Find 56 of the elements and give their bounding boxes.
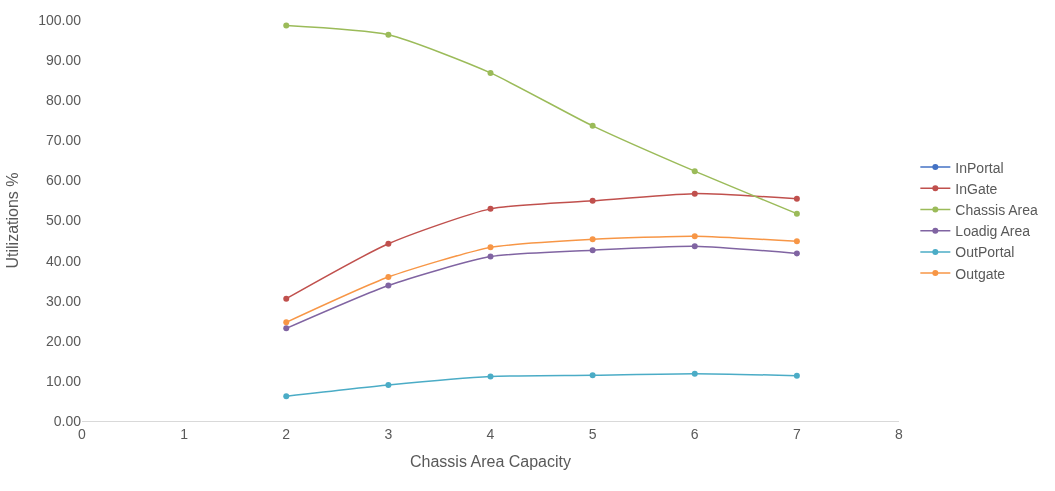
point bbox=[487, 253, 494, 260]
x-tick-label: 4 bbox=[486, 425, 495, 442]
y-tick-label: 50.00 bbox=[45, 212, 82, 229]
y-tick-label: 10.00 bbox=[45, 372, 82, 389]
legend-label: InGate bbox=[955, 180, 998, 197]
point bbox=[385, 31, 392, 38]
x-tick-label: 6 bbox=[690, 425, 699, 442]
legend-label: OutPortal bbox=[955, 244, 1015, 261]
point bbox=[283, 393, 290, 400]
point bbox=[589, 197, 596, 204]
y-tick-label: 30.00 bbox=[45, 292, 82, 309]
point bbox=[385, 240, 392, 247]
point bbox=[793, 372, 800, 379]
legend-label: Chassis Area bbox=[955, 201, 1039, 218]
y-tick-label: 60.00 bbox=[45, 172, 82, 189]
point bbox=[589, 372, 596, 379]
point bbox=[487, 244, 494, 251]
point bbox=[385, 381, 392, 388]
x-tick-label: 7 bbox=[792, 425, 801, 442]
legend-label: Loadig Area bbox=[955, 223, 1031, 240]
x-tick-label: 2 bbox=[282, 425, 291, 442]
x-tick-label: 5 bbox=[588, 425, 597, 442]
x-tick-label: 1 bbox=[180, 425, 189, 442]
point bbox=[589, 236, 596, 243]
x-axis-title: Chassis Area Capacity bbox=[410, 453, 571, 471]
x-tick-label: 3 bbox=[384, 425, 393, 442]
point bbox=[589, 247, 596, 254]
point bbox=[691, 190, 698, 197]
point bbox=[283, 325, 290, 332]
point bbox=[385, 282, 392, 289]
y-tick-label: 20.00 bbox=[45, 332, 82, 349]
point bbox=[691, 370, 698, 377]
point bbox=[385, 274, 392, 281]
point bbox=[487, 69, 494, 76]
point bbox=[793, 250, 800, 257]
point bbox=[283, 295, 290, 302]
y-tick-label: 90.00 bbox=[45, 52, 82, 68]
x-tick-label: 8 bbox=[895, 425, 904, 442]
point bbox=[793, 195, 800, 202]
y-tick-label: 40.00 bbox=[45, 252, 82, 269]
point bbox=[691, 243, 698, 250]
point bbox=[283, 22, 290, 29]
point bbox=[691, 233, 698, 240]
y-tick-label: 80.00 bbox=[45, 92, 82, 109]
legend-label: Outgate bbox=[955, 265, 1006, 282]
point bbox=[793, 210, 800, 217]
point bbox=[283, 319, 290, 326]
y-tick-label: 100.00 bbox=[38, 11, 82, 28]
legend-label: InPortal bbox=[955, 159, 1004, 176]
point bbox=[793, 238, 800, 245]
point bbox=[589, 122, 596, 129]
y-axis-title: Utilizations % bbox=[4, 172, 22, 269]
point bbox=[691, 168, 698, 175]
y-tick-label: 70.00 bbox=[45, 132, 82, 149]
point bbox=[487, 205, 494, 212]
point bbox=[487, 373, 494, 380]
